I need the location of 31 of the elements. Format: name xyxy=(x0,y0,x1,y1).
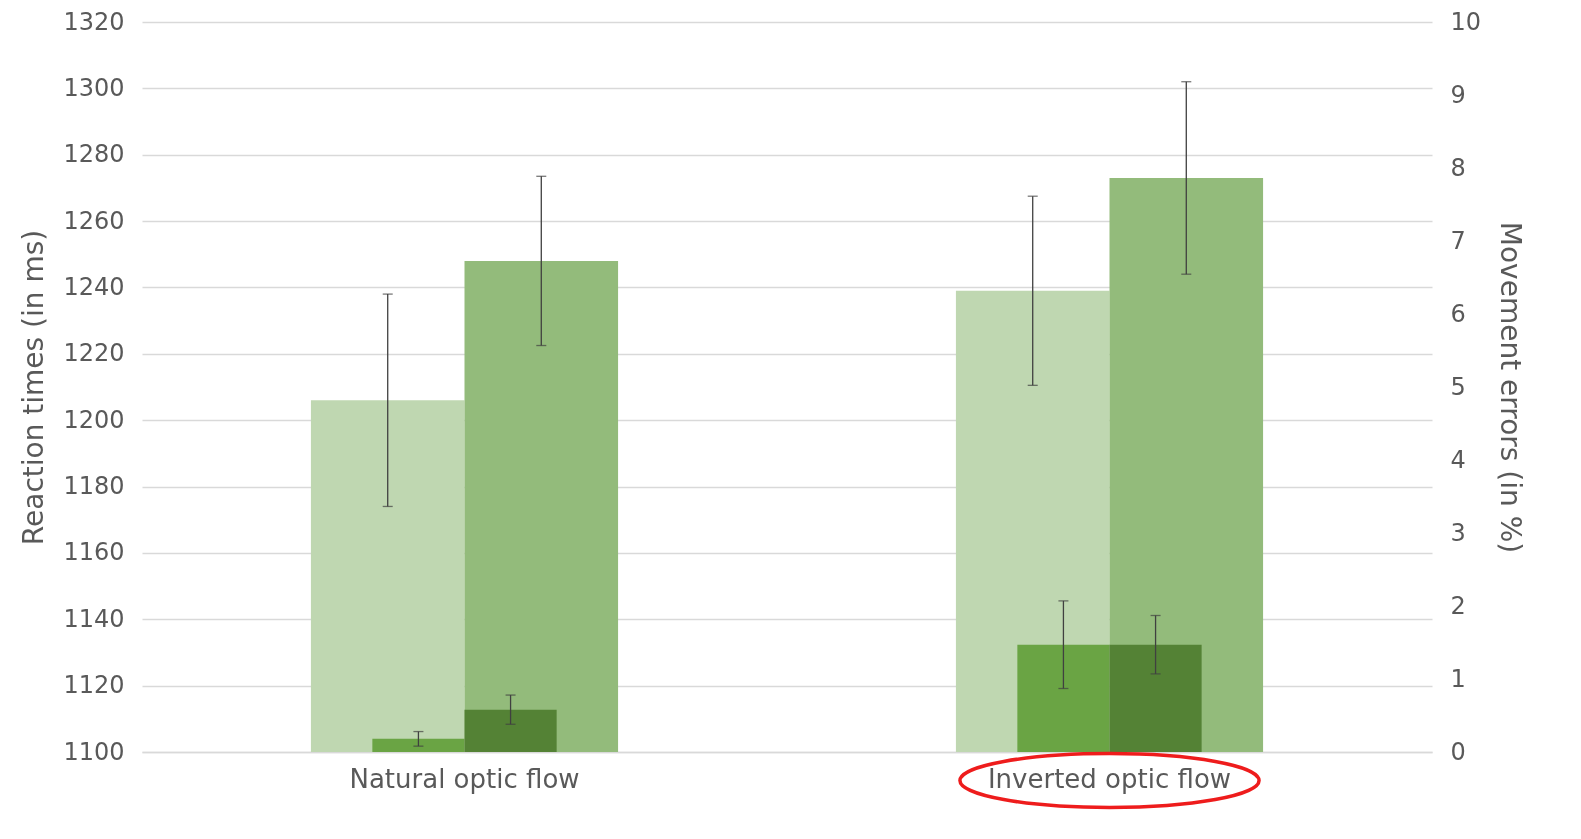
y2-tick-label: 9 xyxy=(1450,80,1466,109)
y2-tick-label: 1 xyxy=(1450,664,1466,693)
x-tick-label: Inverted optic flow xyxy=(987,763,1232,794)
y-tick-label: 1220 xyxy=(63,339,125,368)
y-tick-label: 1180 xyxy=(63,472,125,501)
bar xyxy=(1017,644,1110,752)
y-tick-label: 1160 xyxy=(63,538,125,567)
y-tick-label: 1280 xyxy=(63,140,125,169)
y-tick-label: 1260 xyxy=(63,206,125,235)
y2-tick-label: 4 xyxy=(1450,445,1466,474)
y-tick-label: 1120 xyxy=(63,671,125,700)
x-tick-label: Natural optic flow xyxy=(349,763,580,794)
bar xyxy=(1109,644,1202,752)
y2-tick-label: 10 xyxy=(1450,7,1482,36)
y2-tick-label: 7 xyxy=(1450,226,1466,255)
y-tick-label: 1300 xyxy=(63,73,125,102)
y-tick-label: 1100 xyxy=(63,737,125,766)
y2-axis-title: Movement errors (in %) xyxy=(1494,221,1528,554)
y-tick-label: 1320 xyxy=(63,7,125,36)
bar xyxy=(464,709,557,752)
y2-tick-label: 0 xyxy=(1450,737,1466,766)
bar xyxy=(372,738,465,752)
y2-tick-label: 6 xyxy=(1450,299,1466,328)
y2-tick-label: 2 xyxy=(1450,591,1466,620)
y2-tick-label: 8 xyxy=(1450,153,1466,182)
y2-tick-label: 3 xyxy=(1450,518,1466,547)
y-tick-label: 1140 xyxy=(63,604,125,633)
y2-tick-label: 5 xyxy=(1450,372,1466,401)
y-axis-title: Reaction times (in ms) xyxy=(17,229,51,546)
y-tick-label: 1240 xyxy=(63,272,125,301)
y-tick-label: 1200 xyxy=(63,405,125,434)
